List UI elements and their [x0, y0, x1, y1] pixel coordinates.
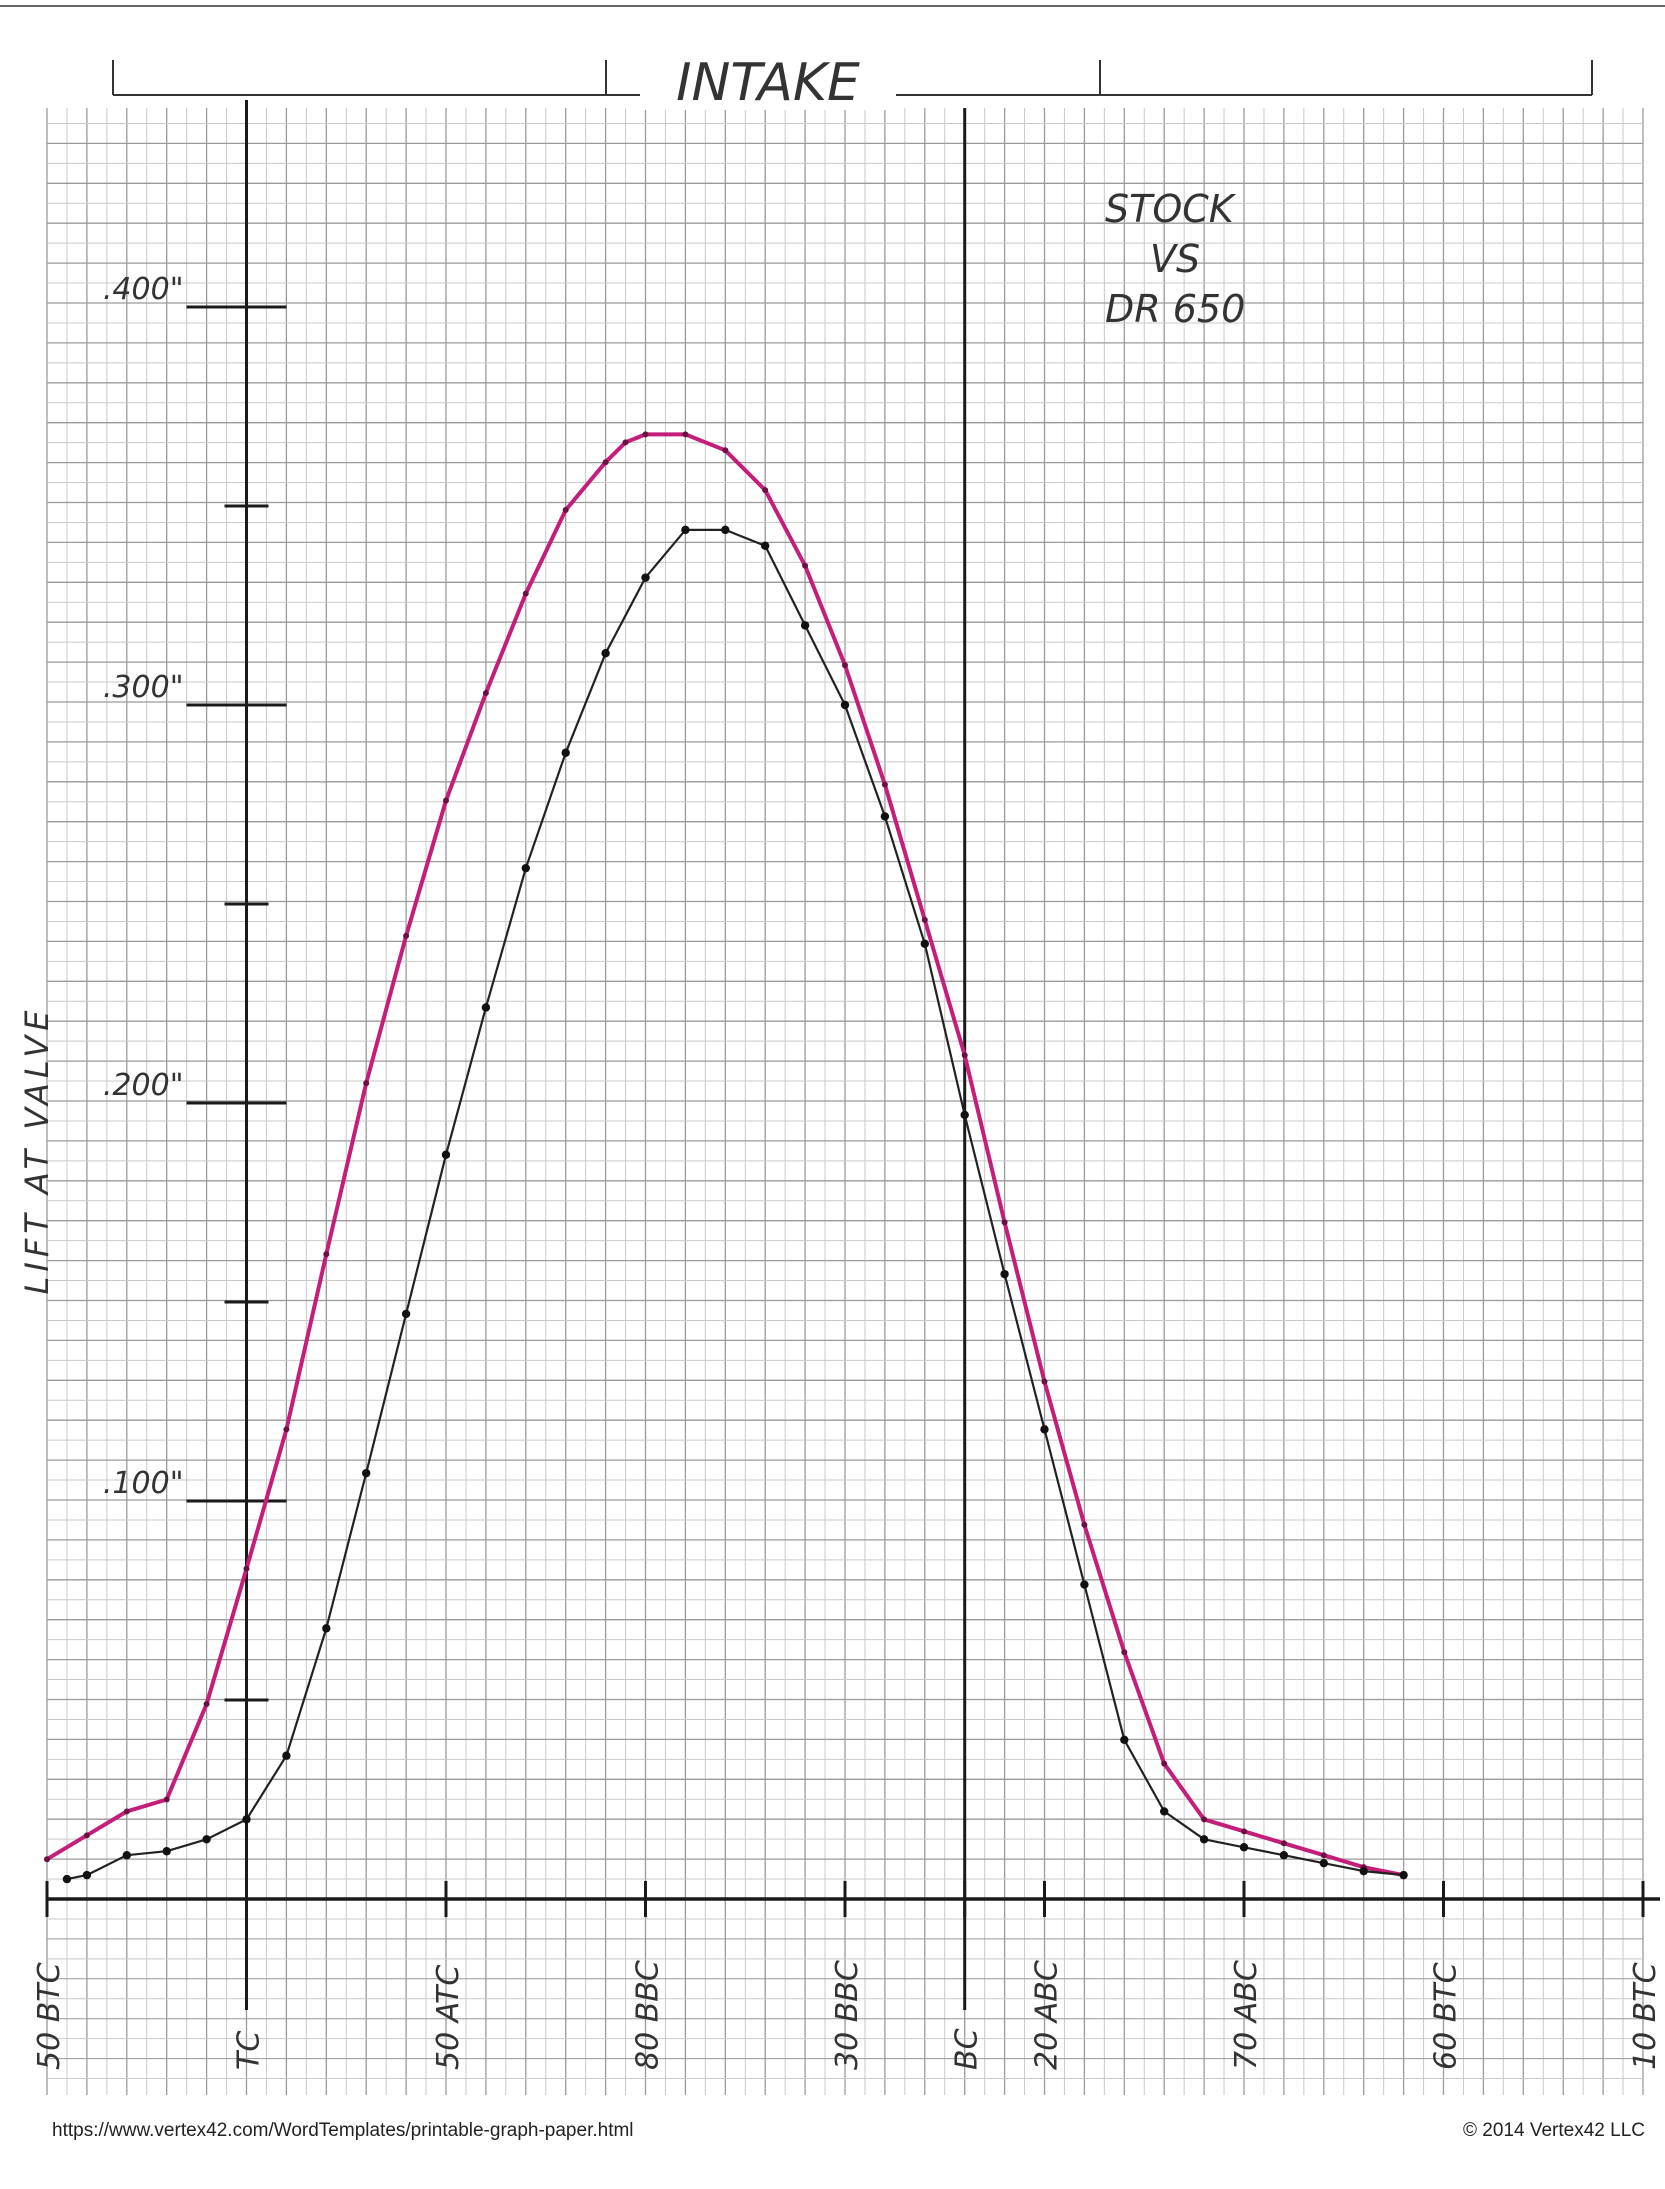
series-1-point — [921, 916, 928, 923]
series-1-point — [1081, 1521, 1088, 1528]
series-1-point — [562, 506, 569, 513]
series-2-point — [521, 863, 530, 873]
series-1-point — [363, 1080, 370, 1087]
series-1-point — [881, 781, 888, 788]
series-1-point — [1241, 1828, 1247, 1835]
y-tick-label: .400" — [103, 272, 184, 307]
x-tick-label: TC — [232, 2031, 267, 2070]
x-tick-label: 10 BTC — [1628, 1962, 1663, 2070]
x-tick-label: 50 BTC — [32, 1962, 67, 2070]
series-1-point — [323, 1251, 330, 1258]
x-tick-label: 20 ABC — [1030, 1960, 1065, 2070]
series-2-point — [1319, 1858, 1329, 1868]
series-1-point — [1041, 1378, 1048, 1385]
series-2-point — [1080, 1580, 1089, 1589]
series-1-point — [522, 590, 529, 597]
series-2-point — [322, 1624, 331, 1633]
series-1-point — [682, 431, 689, 438]
series-2-point — [880, 812, 890, 821]
series-1-point — [403, 932, 410, 939]
footer-copyright: © 2014 Vertex42 LLC — [1463, 2120, 1645, 2141]
series-1-point — [1201, 1816, 1208, 1823]
series-2-point — [960, 1110, 969, 1120]
series-2-point — [1279, 1851, 1289, 1860]
y-axis-label: LIFT AT VALVE — [18, 1006, 56, 1295]
series-2-point — [62, 1874, 72, 1884]
series-2-point — [362, 1468, 371, 1478]
series-2-point — [681, 525, 690, 535]
series-2-point — [840, 700, 850, 710]
series-1-point — [1161, 1760, 1168, 1767]
series-2-point — [1040, 1425, 1049, 1434]
series-2-point — [282, 1751, 291, 1760]
series-1-point — [243, 1565, 250, 1572]
series-2-point — [1199, 1835, 1209, 1844]
series-2-point — [761, 541, 770, 550]
series-2-point — [721, 525, 730, 535]
note-line-1: STOCK — [1105, 187, 1237, 231]
series-1-point — [443, 797, 449, 804]
series-2-point — [1120, 1735, 1129, 1745]
series-2-point — [1160, 1807, 1169, 1816]
series-1-point — [802, 562, 809, 569]
series-1-point — [642, 431, 649, 438]
series-1-point — [1320, 1852, 1327, 1859]
series-2-point — [920, 939, 929, 948]
series-2-point — [242, 1815, 251, 1824]
axes — [45, 305, 1660, 1917]
series-1-point — [1280, 1840, 1287, 1847]
series-1-point — [123, 1808, 130, 1815]
series-1-point — [961, 1052, 968, 1059]
legend-note: STOCK VS DR 650 — [1105, 187, 1245, 331]
series-1-point — [722, 447, 729, 454]
series-1-point — [283, 1426, 290, 1433]
series-2-point — [1399, 1870, 1408, 1880]
series-layer — [44, 431, 1408, 1884]
series-1-point — [842, 662, 848, 669]
series-1-point — [602, 459, 609, 466]
series-1-point — [44, 1856, 50, 1863]
note-line-2: VS — [1150, 237, 1200, 281]
series-2-point — [1239, 1843, 1249, 1852]
series-2-point — [481, 1003, 491, 1012]
series-1-point — [1001, 1219, 1008, 1226]
x-tick-label: 70 ABC — [1229, 1960, 1264, 2070]
x-tick-label: 60 BTC — [1429, 1962, 1464, 2070]
x-tick-label: 80 BBC — [631, 1960, 666, 2070]
series-1-point — [482, 690, 489, 697]
series-2-point — [162, 1847, 171, 1856]
series-2-point — [601, 649, 610, 658]
y-tick-labels: .100" .200" .300" .400" — [103, 272, 184, 1501]
title-backdrop — [640, 48, 896, 110]
series-1-point — [163, 1796, 170, 1803]
x-tick-label: 30 BBC — [830, 1960, 865, 2070]
series-2-point — [202, 1835, 211, 1844]
series-2-point — [641, 573, 650, 582]
chart-title: INTAKE — [676, 53, 860, 113]
series-1-point — [622, 439, 629, 446]
series-line-1 — [45, 432, 1404, 1878]
series-2-point — [441, 1150, 451, 1159]
x-tick-labels: 50 BTC TC 50 ATC 80 BBC 30 BBC BC 20 ABC 70 ABC… — [32, 1960, 1663, 2070]
series-2-point — [800, 621, 810, 630]
series-1-point — [83, 1832, 90, 1839]
series-1-point — [203, 1700, 210, 1707]
series-1-point — [762, 487, 769, 494]
series-2-point — [1000, 1269, 1009, 1279]
footer-source-url[interactable]: https://www.vertex42.com/WordTemplates/p… — [52, 2120, 634, 2141]
note-line-3: DR 650 — [1105, 287, 1245, 331]
x-tick-label: BC — [950, 2028, 985, 2070]
y-tick-label: .300" — [103, 670, 184, 705]
y-tick-label: .100" — [103, 1466, 184, 1501]
series-2-point — [401, 1309, 411, 1319]
series-1-point — [1121, 1649, 1128, 1656]
series-2-point — [1359, 1866, 1368, 1876]
x-tick-label: 50 ATC — [431, 1965, 466, 2070]
series-2-point — [122, 1851, 131, 1860]
series-2-point — [82, 1870, 92, 1880]
y-tick-label: .200" — [103, 1068, 184, 1103]
series-2-point — [561, 748, 570, 757]
